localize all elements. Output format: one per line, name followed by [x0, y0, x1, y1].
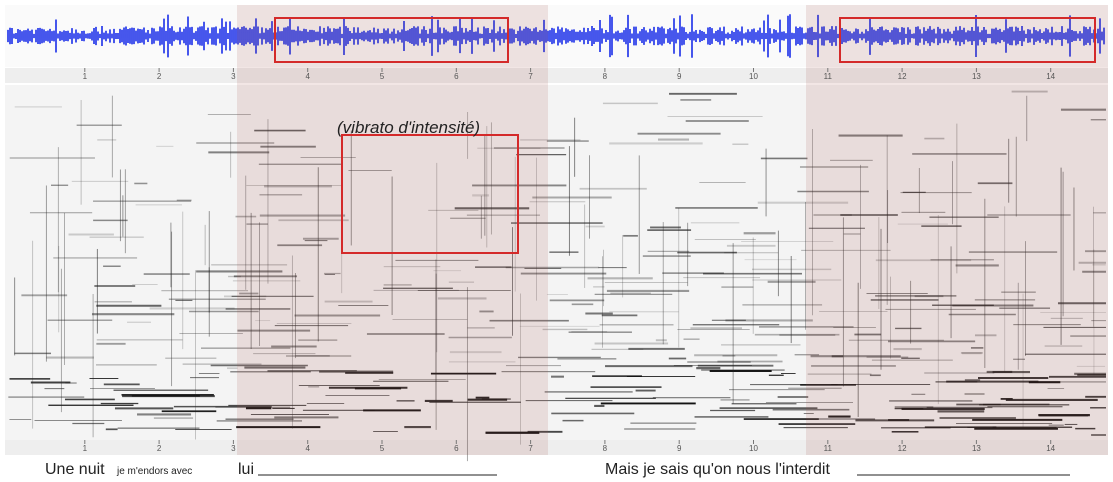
lyric: je m'endors avec [116, 466, 192, 477]
waveform [7, 14, 1105, 58]
highlight-box [839, 17, 1096, 63]
tick-label: 14 [1046, 444, 1055, 453]
tick-label: 7 [528, 72, 533, 81]
top-ruler [5, 68, 1108, 83]
tick-label: 9 [677, 72, 682, 81]
highlight-box [341, 134, 519, 254]
tick-label: 11 [824, 72, 833, 81]
lyric: Mais je sais qu'on nous l'interdit [605, 461, 830, 478]
tick-label: 10 [749, 72, 758, 81]
waveform-trace [7, 14, 1105, 58]
tick-label: 10 [749, 444, 758, 453]
tick-label: 11 [824, 444, 833, 453]
spectrogram [8, 90, 1106, 462]
tick-label: 13 [972, 72, 981, 81]
tick-label: 3 [231, 72, 236, 81]
lyric: Une nuit [45, 461, 105, 478]
annotation: (vibrato d'intensité) [337, 118, 480, 137]
spectrogram-panel [5, 85, 1108, 440]
tick-label: 12 [898, 72, 907, 81]
highlight-region [806, 5, 1108, 455]
tick-label: 8 [603, 444, 608, 453]
tick-label: 2 [157, 72, 162, 81]
tick-label: 4 [305, 444, 310, 453]
tick-label: 5 [380, 72, 385, 81]
tick-label: 7 [528, 444, 533, 453]
tick-label: 8 [603, 72, 608, 81]
tick-label: 6 [454, 72, 459, 81]
highlight-region [237, 5, 548, 455]
tick-label: 1 [83, 72, 88, 81]
tick-label: 6 [454, 444, 459, 453]
tick-label: 4 [305, 72, 310, 81]
highlight-box [274, 17, 509, 63]
tick-label: 14 [1046, 72, 1055, 81]
lyric: lui [238, 461, 254, 478]
bottom-ruler [5, 440, 1108, 455]
tick-label: 13 [972, 444, 981, 453]
tick-label: 2 [157, 444, 162, 453]
tick-label: 12 [898, 444, 907, 453]
tick-label: 9 [677, 444, 682, 453]
tick-label: 3 [231, 444, 236, 453]
tick-label: 5 [380, 444, 385, 453]
tick-label: 1 [83, 444, 88, 453]
